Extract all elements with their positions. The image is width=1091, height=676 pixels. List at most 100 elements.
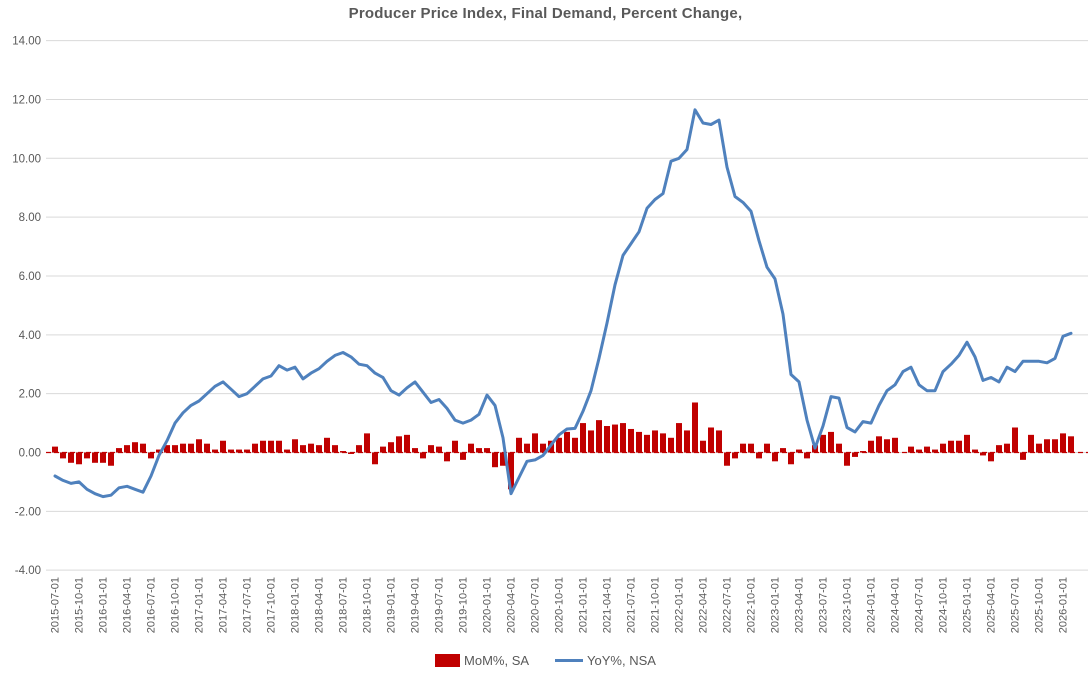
- mom-bar: [540, 443, 546, 453]
- mom-bar: [660, 433, 666, 453]
- x-tick-label: 2021-04-01: [602, 577, 614, 633]
- mom-bar: [628, 428, 634, 453]
- y-tick-label: 0.00: [19, 448, 41, 460]
- y-tick-label: -4.00: [15, 565, 41, 577]
- legend-swatch-yoy-line: [555, 659, 584, 662]
- x-tick-label: 2017-04-01: [218, 577, 230, 633]
- mom-bar: [1068, 436, 1074, 453]
- mom-bar: [764, 443, 770, 453]
- mom-bar: [804, 452, 810, 459]
- x-tick-label: 2021-07-01: [626, 577, 638, 633]
- x-tick-label: 2020-10-01: [554, 577, 566, 633]
- mom-bar: [604, 426, 610, 453]
- x-tick-label: 2016-04-01: [122, 577, 134, 633]
- y-tick-label: 8.00: [19, 212, 41, 224]
- mom-bar: [452, 440, 458, 453]
- mom-bar: [940, 443, 946, 453]
- x-tick-label: 2025-10-01: [1034, 577, 1046, 633]
- legend: MoM%, SA YoY%, NSA: [0, 653, 1091, 668]
- x-tick-label: 2023-10-01: [842, 577, 854, 633]
- mom-bar: [868, 440, 874, 453]
- x-tick-label: 2019-10-01: [458, 577, 470, 633]
- mom-bar: [876, 436, 882, 453]
- mom-bar: [772, 452, 778, 462]
- mom-bar: [884, 439, 890, 453]
- mom-bar: [396, 436, 402, 453]
- mom-bar: [92, 452, 98, 463]
- mom-bar: [332, 445, 338, 453]
- x-tick-label: 2025-04-01: [986, 577, 998, 633]
- mom-bar: [964, 434, 970, 453]
- mom-bar: [732, 452, 738, 459]
- mom-bar: [204, 443, 210, 453]
- mom-bar: [436, 446, 442, 453]
- mom-bar: [68, 452, 74, 463]
- mom-bar: [252, 443, 258, 453]
- mom-bar: [284, 449, 290, 453]
- mom-bar: [972, 449, 978, 453]
- mom-bar: [524, 443, 530, 453]
- y-tick-label: 4.00: [19, 330, 41, 342]
- mom-bar: [908, 446, 914, 453]
- mom-bar: [1012, 427, 1018, 453]
- mom-bar: [780, 448, 786, 453]
- x-tick-label: 2025-01-01: [962, 577, 974, 633]
- mom-bar: [948, 440, 954, 453]
- x-tick-label: 2024-01-01: [866, 577, 878, 633]
- mom-bar: [652, 430, 658, 453]
- mom-bar: [644, 434, 650, 453]
- mom-bar: [620, 423, 626, 453]
- mom-bar: [492, 452, 498, 468]
- x-tick-label: 2020-07-01: [530, 577, 542, 633]
- mom-bar: [980, 452, 986, 456]
- x-tick-label: 2016-01-01: [98, 577, 110, 633]
- legend-label-mom: MoM%, SA: [464, 653, 530, 668]
- mom-bar: [324, 437, 330, 453]
- mom-bar: [1028, 434, 1034, 453]
- mom-bar: [708, 427, 714, 453]
- x-tick-label: 2020-01-01: [482, 577, 494, 633]
- y-tick-label: 14.00: [12, 36, 41, 48]
- x-tick-label: 2022-07-01: [722, 577, 734, 633]
- mom-bar: [236, 449, 242, 453]
- mom-bar: [716, 430, 722, 453]
- x-tick-label: 2025-07-01: [1010, 577, 1022, 633]
- x-tick-label: 2015-10-01: [74, 577, 86, 633]
- mom-bar: [700, 440, 706, 453]
- mom-bar: [220, 440, 226, 453]
- mom-bar: [316, 445, 322, 453]
- x-tick-label: 2017-07-01: [242, 577, 254, 633]
- mom-bar: [348, 452, 354, 454]
- mom-bar: [564, 431, 570, 453]
- mom-bar: [116, 448, 122, 453]
- mom-bar: [164, 445, 170, 453]
- mom-bar: [924, 446, 930, 453]
- mom-bar: [364, 433, 370, 453]
- x-tick-label: 2016-07-01: [146, 577, 158, 633]
- mom-bar: [588, 430, 594, 453]
- mom-bar: [196, 439, 202, 453]
- mom-bar: [1052, 439, 1058, 453]
- y-tick-label: 10.00: [12, 153, 41, 165]
- mom-bar: [676, 423, 682, 453]
- mom-bar: [860, 451, 866, 453]
- mom-bar: [292, 439, 298, 453]
- mom-bar: [100, 452, 106, 463]
- mom-bar: [788, 452, 794, 465]
- mom-bar: [172, 445, 178, 453]
- mom-bar: [428, 445, 434, 453]
- x-tick-label: 2022-01-01: [674, 577, 686, 633]
- mom-bar: [380, 446, 386, 453]
- mom-bar: [684, 430, 690, 453]
- mom-bar: [412, 448, 418, 453]
- chart-title: Producer Price Index, Final Demand, Perc…: [348, 5, 743, 22]
- mom-bar: [748, 443, 754, 453]
- mom-bar: [388, 442, 394, 453]
- mom-bar: [532, 433, 538, 453]
- mom-bar: [476, 448, 482, 453]
- x-tick-label: 2021-10-01: [650, 577, 662, 633]
- x-tick-label: 2018-07-01: [338, 577, 350, 633]
- y-tick-label: -2.00: [15, 506, 41, 518]
